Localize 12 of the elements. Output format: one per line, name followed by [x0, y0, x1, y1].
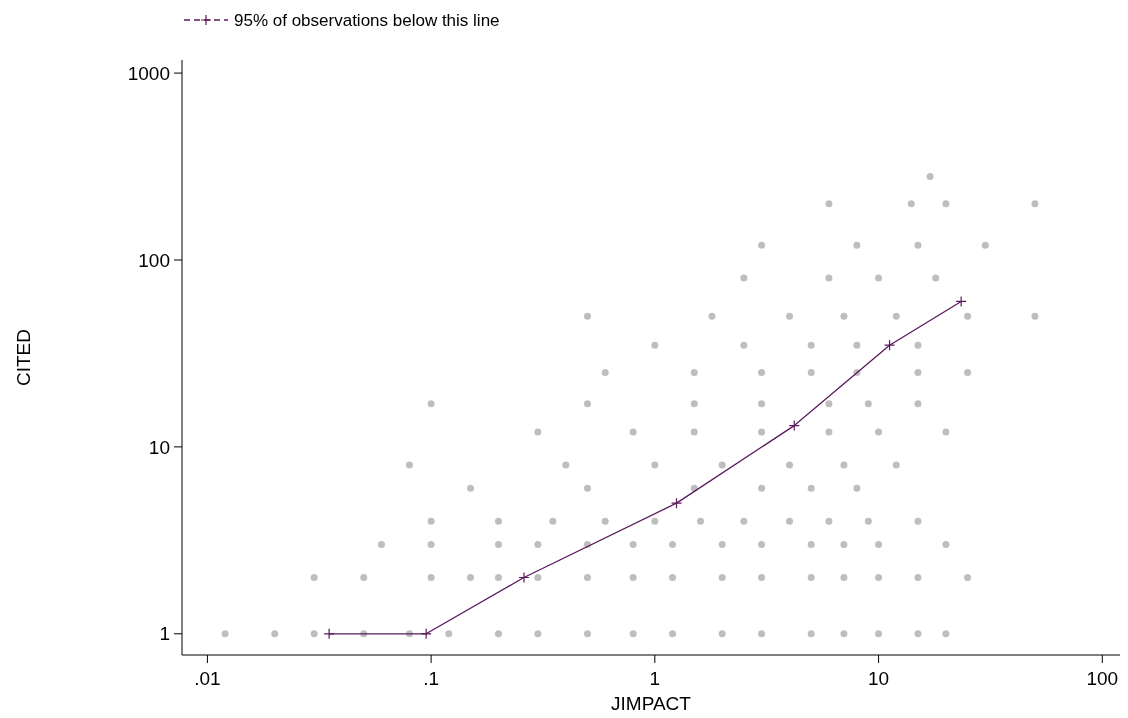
x-tick-label: .01 — [194, 668, 221, 689]
x-tick-label: 10 — [867, 668, 890, 689]
y-axis-title: CITED — [13, 329, 34, 386]
legend-label: 95% of observations below this line — [234, 11, 500, 30]
y-tick-label: 100 — [138, 249, 170, 271]
y-tick-label: 10 — [148, 436, 170, 458]
y-tick-label: 1 — [159, 623, 170, 645]
x-tick-label: .1 — [423, 668, 440, 689]
x-tick-label: 100 — [1086, 668, 1119, 689]
y-tick-label: 1000 — [127, 62, 170, 84]
x-axis-title: JIMPACT — [611, 693, 692, 714]
x-tick-label: 1 — [649, 668, 661, 689]
